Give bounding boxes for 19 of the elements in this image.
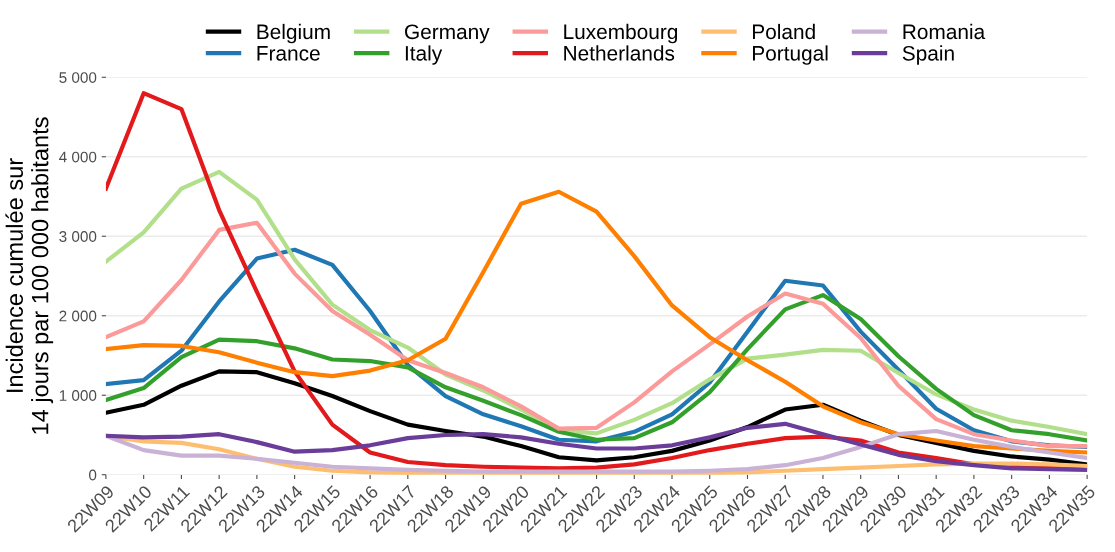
legend-label: France: [257, 46, 320, 61]
y-tick-label: 3 000: [59, 231, 97, 242]
line-series: [105, 421, 1088, 473]
legend-label: Poland: [753, 23, 815, 40]
line-series: [105, 292, 1088, 443]
legend-label: Netherlands: [564, 45, 675, 61]
legend-label: Spain: [902, 45, 954, 65]
legend-label: Portugal: [753, 45, 828, 65]
legend-label: Italy: [405, 45, 443, 65]
y-tick-label: 5 000: [59, 72, 97, 83]
legend-label: Germany: [405, 24, 490, 44]
legend-label: Belgium: [257, 23, 330, 44]
legend-label: Romania: [903, 23, 986, 40]
y-tick-label: 2 000: [59, 310, 97, 322]
y-tick-label: 1 000: [59, 390, 97, 401]
legend-label: Luxembourg: [564, 23, 678, 44]
y-tick-label: 4 000: [59, 151, 97, 163]
y-axis-title: Incidence cumulée sur 14 jours par 100 000 habitants: [5, 117, 54, 434]
y-tick-label: 0: [89, 469, 97, 481]
